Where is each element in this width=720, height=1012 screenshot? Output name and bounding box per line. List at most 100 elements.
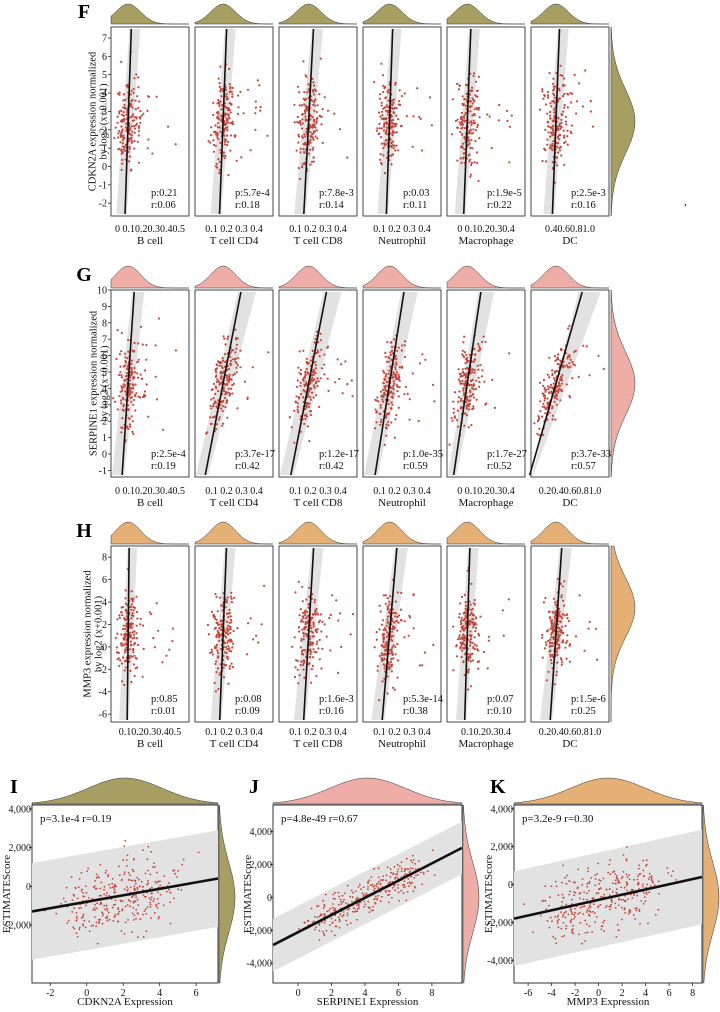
data-point <box>396 870 399 873</box>
data-point <box>228 102 231 105</box>
data-point <box>216 621 219 624</box>
data-point <box>574 892 577 894</box>
data-point <box>559 399 562 402</box>
data-point <box>624 900 627 903</box>
data-point <box>584 932 587 934</box>
data-point <box>306 91 309 94</box>
data-point <box>210 648 213 651</box>
data-point <box>609 873 612 876</box>
r-value-label: r:0.59 <box>403 461 428 472</box>
data-point <box>226 374 229 377</box>
data-point <box>133 914 136 917</box>
data-point <box>308 635 311 638</box>
data-point <box>134 124 137 127</box>
data-point <box>236 627 239 630</box>
data-point <box>621 906 623 909</box>
data-point <box>351 896 354 899</box>
data-point <box>206 623 209 627</box>
data-point <box>293 409 296 412</box>
data-point <box>124 659 127 663</box>
data-point <box>466 361 469 364</box>
data-point <box>394 600 398 603</box>
data-point <box>299 430 302 433</box>
data-point <box>315 651 318 654</box>
data-point <box>394 149 397 152</box>
data-point <box>216 378 219 381</box>
data-point <box>67 919 70 922</box>
data-point <box>223 134 226 137</box>
data-point <box>389 881 391 883</box>
data-point <box>334 381 337 384</box>
data-point <box>391 403 394 406</box>
data-point <box>568 362 571 365</box>
data-point <box>124 618 127 621</box>
data-point <box>396 629 399 632</box>
data-point <box>127 137 131 140</box>
y-axis-label: CDKN2A expression normalized by log2 (x+0… <box>88 51 110 191</box>
data-point <box>388 357 391 360</box>
data-point <box>399 608 402 611</box>
data-point <box>549 653 552 656</box>
data-point <box>154 880 157 883</box>
data-point <box>558 97 561 100</box>
data-point <box>477 667 480 670</box>
data-point <box>387 889 390 892</box>
data-point <box>486 667 489 670</box>
data-point <box>395 106 398 110</box>
data-point <box>627 898 629 901</box>
data-point <box>306 371 309 374</box>
data-point <box>227 391 230 394</box>
data-point <box>131 612 134 615</box>
density-top <box>530 3 609 25</box>
data-point <box>209 404 212 407</box>
data-point <box>463 673 466 677</box>
data-point <box>557 387 561 390</box>
data-point <box>227 376 230 379</box>
data-point <box>390 652 393 655</box>
data-point <box>642 859 645 862</box>
data-point <box>295 659 298 662</box>
regression-line <box>31 877 219 913</box>
data-point <box>138 125 141 128</box>
data-point <box>70 876 73 878</box>
data-point <box>658 893 660 895</box>
data-point <box>384 386 387 389</box>
data-point <box>301 615 304 618</box>
data-point <box>141 675 144 678</box>
data-point <box>123 871 126 873</box>
data-point <box>140 377 144 380</box>
data-point <box>218 639 221 642</box>
data-point <box>337 671 340 675</box>
data-point <box>480 375 483 378</box>
data-point <box>382 369 385 372</box>
regression-line <box>218 547 228 721</box>
data-point <box>111 878 114 880</box>
data-point <box>620 898 623 901</box>
data-point <box>642 869 645 872</box>
data-point <box>463 351 466 354</box>
data-point <box>391 686 395 689</box>
data-point <box>586 909 589 912</box>
data-point <box>579 897 581 900</box>
y-tick-label: 3 <box>102 107 107 118</box>
data-point <box>237 357 240 360</box>
data-point <box>127 338 130 341</box>
data-point <box>356 896 358 899</box>
data-point <box>131 896 133 899</box>
data-point <box>144 872 147 875</box>
data-point <box>76 897 79 900</box>
data-point <box>381 654 384 657</box>
data-point <box>423 651 427 654</box>
data-point <box>320 348 323 351</box>
confidence-band <box>196 292 256 475</box>
data-point <box>387 424 390 427</box>
data-point <box>566 634 569 637</box>
data-point <box>473 348 476 351</box>
data-point <box>303 660 306 663</box>
data-point <box>302 148 305 151</box>
data-point <box>132 651 135 654</box>
data-point <box>323 363 326 366</box>
data-point <box>312 146 315 149</box>
regression-line <box>528 291 583 476</box>
data-point <box>412 890 415 893</box>
